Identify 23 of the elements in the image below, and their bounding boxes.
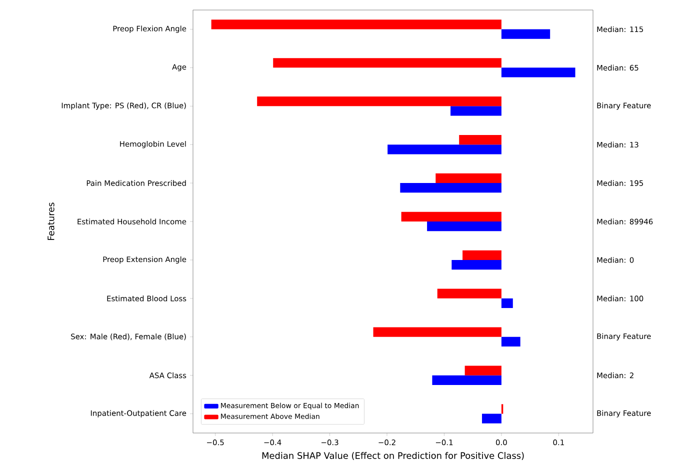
bar [501, 336, 520, 346]
bar [452, 260, 502, 270]
y-axis-title: Features [48, 202, 54, 240]
bar [437, 288, 502, 298]
bar [401, 212, 502, 222]
bar [273, 58, 502, 68]
bar [462, 250, 502, 260]
x-axis-title: Median SHAP Value (Effect on Prediction for Positive Class) [262, 452, 524, 460]
bar [459, 134, 502, 145]
bar [211, 20, 502, 30]
bar [432, 375, 502, 385]
bar [427, 222, 502, 232]
bar [501, 29, 550, 39]
bar [464, 366, 502, 376]
bar [388, 144, 502, 154]
bar [501, 68, 576, 78]
bar [400, 183, 502, 193]
bar [373, 327, 502, 337]
bar [482, 414, 502, 424]
bar [436, 173, 502, 184]
bar [257, 96, 502, 106]
bar [450, 106, 502, 116]
bar [501, 298, 513, 308]
